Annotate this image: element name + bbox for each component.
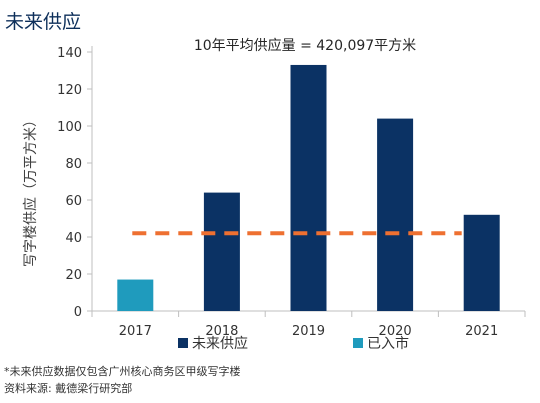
x-tick-label: 2018 [205,324,238,339]
x-tick-label: 2020 [379,324,412,339]
y-tick-label: 20 [65,268,82,283]
bar-2021 [463,214,500,311]
bar-2018 [203,192,240,311]
legend-label-1: 已入市 [367,335,409,352]
y-tick-label: 120 [57,83,82,98]
y-axis-title: 写字楼供应（万平方米） [22,113,39,267]
y-tick-label: 80 [65,157,82,172]
average-annotation: 10年平均供应量 = 420,097平方米 [194,37,416,54]
x-tick-label: 2017 [119,324,152,339]
footnote-source: 资料来源: 戴德梁行研究部 [4,382,133,395]
legend-swatch-0 [178,338,188,348]
legend-label-0: 未来供应 [192,335,248,352]
y-tick-label: 100 [57,120,82,135]
page-title: 未来供应 [5,11,82,33]
legend: 未来供应 已入市 [178,335,409,352]
y-tick-label: 0 [74,305,82,320]
y-tick-label: 60 [65,194,82,209]
y-tick-label: 40 [65,231,82,246]
x-tick-label: 2019 [292,324,325,339]
bar-2019 [290,64,327,311]
y-tick-label: 140 [57,46,82,61]
x-tick-label: 2021 [465,324,498,339]
bar-2020 [377,118,414,311]
y-axis-label: 写字楼供应（万平方米） [22,113,39,267]
footnote-scope: *未来供应数据仅包含广州核心商务区甲级写字楼 [4,365,241,378]
legend-swatch-1 [353,338,363,348]
bar-2017 [117,279,154,311]
axes: 0 20 40 60 80 100 120 140 2017 2018 2019 2020 2021 [57,46,526,339]
bars [117,64,500,311]
